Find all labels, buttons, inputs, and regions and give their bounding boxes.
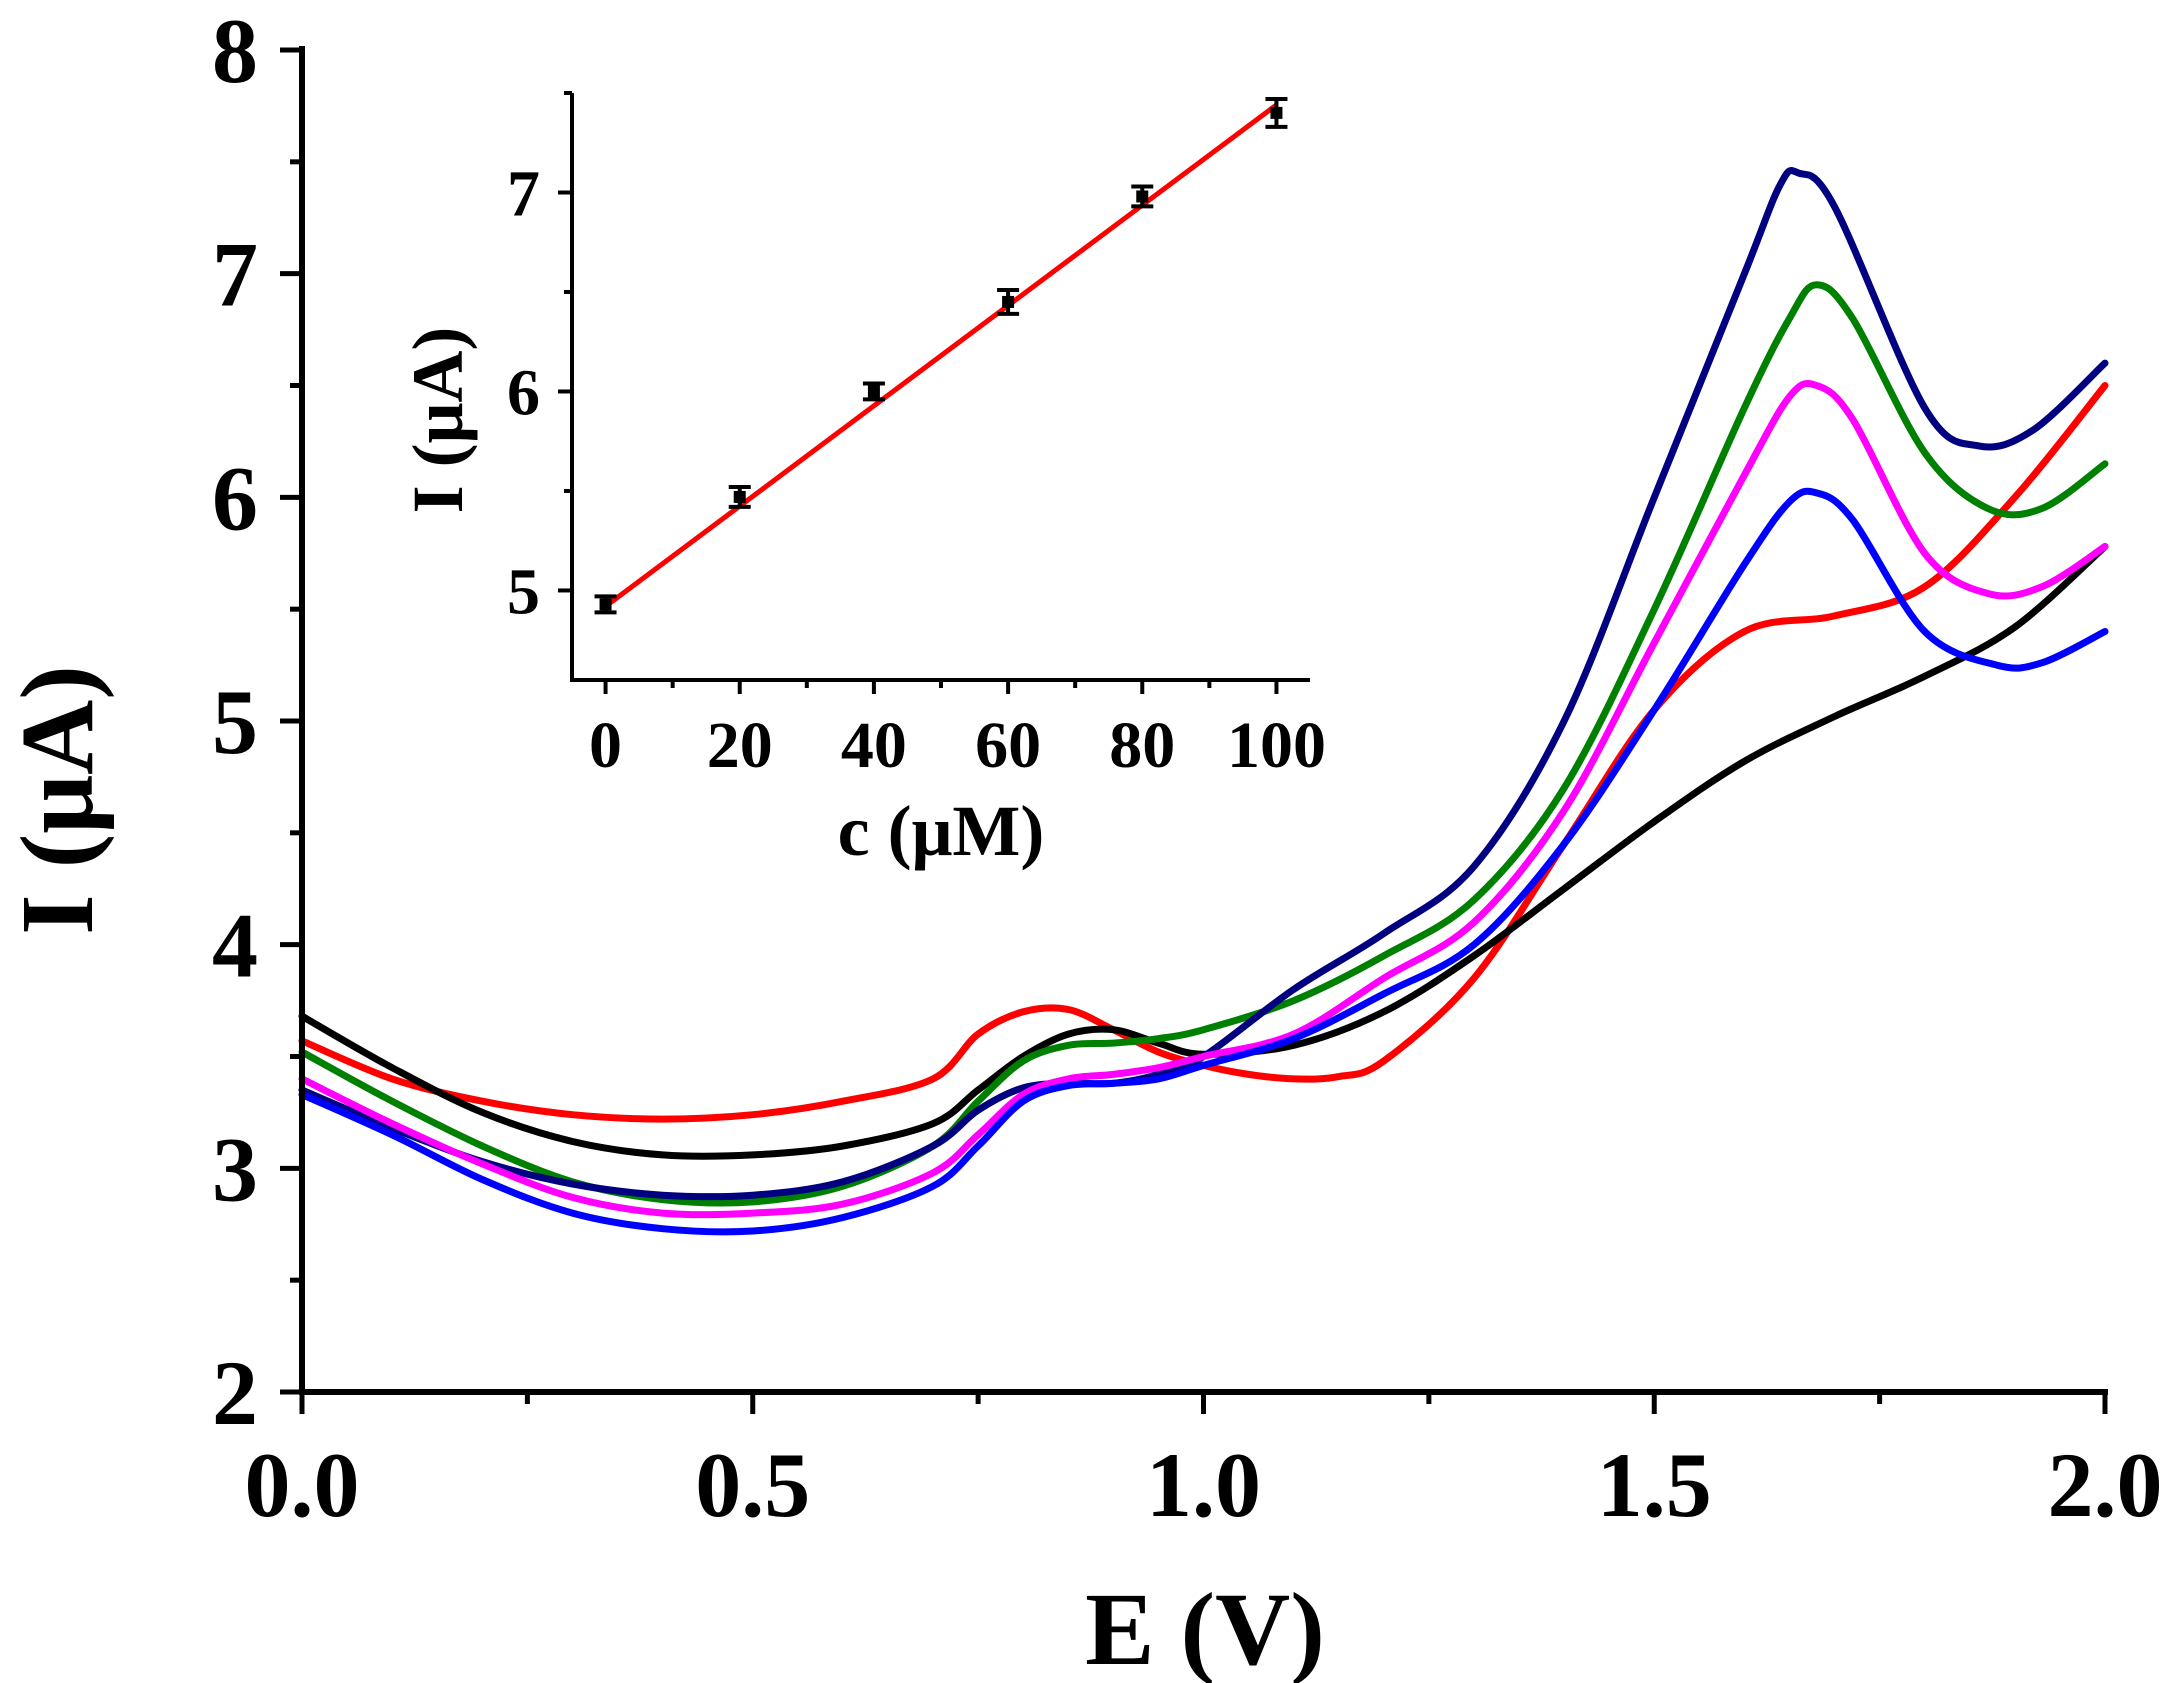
inset-x-tick-label: 20 — [707, 709, 773, 782]
inset-x-tick-label: 40 — [841, 709, 907, 782]
y-tick-label: 3 — [212, 1118, 258, 1220]
series-line-blue — [298, 487, 2109, 1236]
x-tick-label: 1.5 — [1597, 1434, 1712, 1536]
inset-x-tick-label: 0 — [589, 709, 622, 782]
point-marker — [733, 490, 746, 503]
x-axis-title: E (V) — [1085, 1572, 1325, 1683]
main-curves — [298, 167, 2109, 1236]
inset-x-tick-label: 60 — [975, 709, 1041, 782]
series-line-green — [298, 281, 2109, 1207]
point-marker — [1136, 190, 1149, 203]
series-line-black — [298, 543, 2109, 1160]
y-tick-label: 4 — [212, 895, 258, 997]
data-point — [594, 594, 617, 615]
inset-x-tick-label: 100 — [1227, 709, 1326, 782]
inset-y-tick-label: 7 — [507, 157, 540, 230]
point-marker — [599, 598, 612, 611]
data-point — [728, 484, 751, 509]
point-marker — [867, 385, 880, 398]
y-tick-label: 7 — [212, 224, 258, 326]
series-line-magenta — [298, 379, 2109, 1219]
data-point — [997, 287, 1020, 316]
y-tick-label: 5 — [212, 671, 258, 773]
inset-y-tick-label: 5 — [507, 555, 540, 628]
fit-line — [604, 102, 1278, 609]
y-tick-label: 2 — [212, 1342, 258, 1444]
inset-x-axis-title: c (μM) — [838, 791, 1045, 871]
x-tick-label: 0.5 — [695, 1434, 810, 1536]
point-marker — [1002, 295, 1015, 308]
x-tick-label: 0.0 — [245, 1434, 360, 1536]
y-axis-title: I (μA) — [0, 665, 115, 935]
y-tick-label: 8 — [212, 0, 258, 102]
data-point — [1265, 96, 1288, 129]
x-tick-label: 2.0 — [2048, 1434, 2163, 1536]
y-tick-label: 6 — [212, 447, 258, 549]
point-marker — [1270, 106, 1283, 119]
inset-x-tick-label: 80 — [1109, 709, 1175, 782]
inset-y-axis-title: I (μA) — [398, 327, 478, 514]
x-tick-label: 1.0 — [1146, 1434, 1261, 1536]
inset-y-tick-label: 6 — [507, 356, 540, 429]
data-point — [862, 381, 885, 402]
series-line-navy — [298, 167, 2109, 1201]
inset-chart: 0 20 40 60 80 100 5 6 7 c (μM) I (μA) — [398, 91, 1326, 871]
data-point — [1131, 184, 1154, 209]
